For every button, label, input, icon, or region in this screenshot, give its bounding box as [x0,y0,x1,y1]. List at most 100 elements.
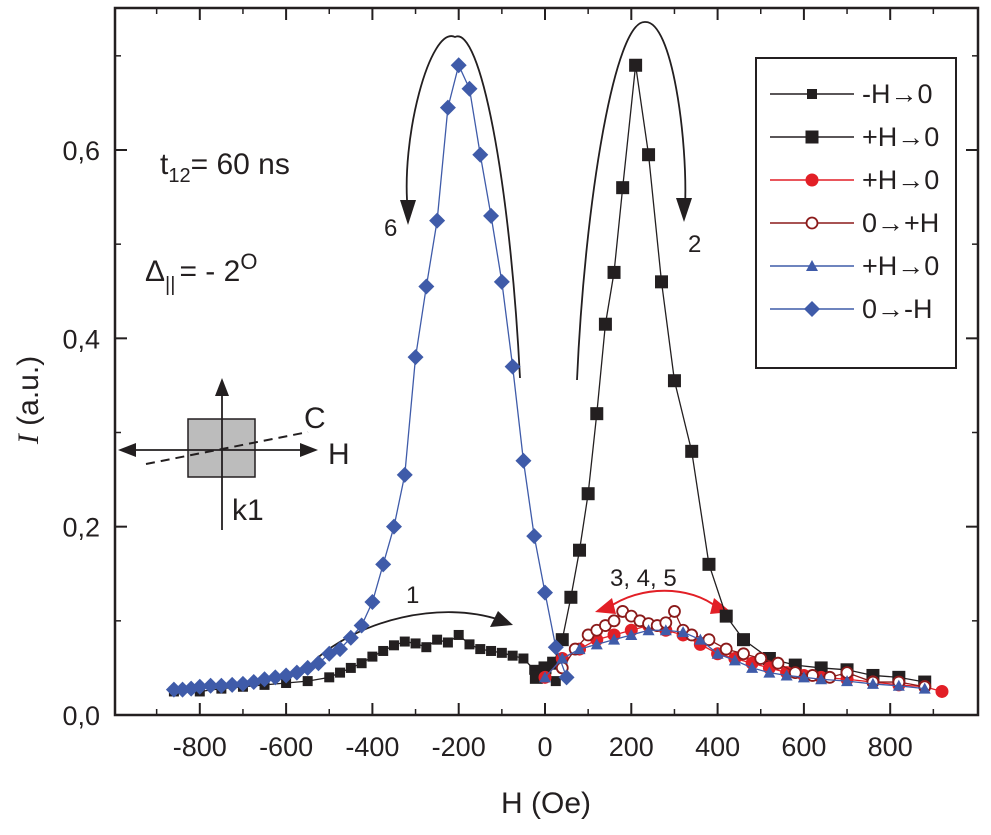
delta-annotation: Δ|| = - 2O [145,249,257,296]
legend-entry: +H→0 [862,165,939,195]
data-point [504,358,521,375]
data-point [556,652,569,664]
inset-h-label: H [328,438,350,471]
legend-marker [807,89,817,99]
legend-marker [804,301,820,317]
y-tick-label: 0,6 [62,136,100,166]
data-point [537,584,553,601]
legend-entry: -H→0 [862,79,933,109]
data-point [590,407,604,421]
data-point [642,148,656,162]
data-point [573,543,587,557]
data-point [573,643,586,655]
data-point [483,207,500,224]
inset-left-arrowhead [118,443,136,457]
x-tick-label: -600 [259,732,313,762]
data-point [590,638,603,650]
x-tick-labels: -800 -600 -400 -200 0 200 400 600 800 [173,732,913,762]
legend-marker [805,130,819,144]
inset-right-arrowhead [300,443,318,457]
annotation-texts: t12= 60 ns Δ|| = - 2O 6 2 1 3, 4, 5 [145,148,701,609]
data-point [616,181,630,195]
arrow-1-head [490,611,513,627]
data-point [464,639,475,650]
data-point [507,650,518,661]
data-point [866,677,879,689]
label-2: 2 [688,231,701,258]
x-tick-label: 200 [609,732,654,762]
data-point [788,666,802,680]
data-point [356,658,367,669]
data-point [642,624,655,636]
data-point [694,633,707,645]
data-point [439,99,456,116]
data-point [345,662,356,673]
data-point [213,677,230,694]
x-tick-label: 0 [537,732,552,762]
geometry-inset: C H k1 [118,378,350,530]
data-point [564,590,578,604]
data-point [429,212,446,229]
data-point [418,278,435,295]
data-point [728,654,741,666]
data-point [655,275,669,289]
inset-k1-label: k1 [232,494,264,527]
data-point [450,57,467,74]
data-point [518,653,529,664]
data-point [736,633,750,647]
legend-box [755,57,957,369]
data-point [625,628,638,640]
data-point [256,671,273,688]
data-point [375,556,392,573]
x-axis-label: H (Oe) [501,787,591,820]
data-point [607,265,621,279]
t12-suffix: = 60 ns [191,148,290,181]
data-point [461,80,478,97]
y-axis-label: I (a.u.) [12,356,45,445]
data-point [685,444,699,458]
data-point [324,672,335,683]
data-point [814,661,828,675]
data-point [475,644,486,655]
series-3 [555,605,932,694]
data-point [378,645,389,656]
data-point [677,626,690,638]
data-point [719,642,733,656]
data-point [385,518,402,535]
data-point [823,670,837,684]
legend-marker [806,260,818,271]
data-point [353,617,370,634]
y-axis-label-rest: (a.u.) [12,356,45,434]
data-point [892,679,905,691]
data-point [191,678,208,695]
arrow-345-curve [607,589,719,609]
data-point [442,637,453,648]
data-point [754,652,768,665]
inset-up-arrowhead [215,378,229,396]
data-point [841,675,854,687]
arrow-6-head [400,200,416,225]
y-tick-labels: 0,0 0,2 0,4 0,6 [62,136,100,731]
data-point [702,557,716,571]
axis-ticks [115,8,978,716]
data-point [335,667,346,678]
t12-sub: 12 [168,165,190,187]
legend-entry: 0→+H [862,208,939,238]
y-tick-label: 0,4 [62,324,100,354]
data-point [310,655,327,672]
data-point [737,647,750,661]
data-point [332,641,349,658]
y-tick-label: 0,2 [62,513,100,543]
series-4 [539,624,931,694]
data-point [667,374,681,388]
data-point [607,614,621,628]
data-point [746,661,759,673]
legend-marker [805,173,819,187]
data-point [526,528,543,545]
delta-symbol: Δ [145,255,165,288]
data-point [771,656,785,670]
data-point [659,624,672,636]
series-layer [165,57,949,698]
label-6: 6 [384,215,397,242]
arrow-345-head-left [595,598,616,614]
